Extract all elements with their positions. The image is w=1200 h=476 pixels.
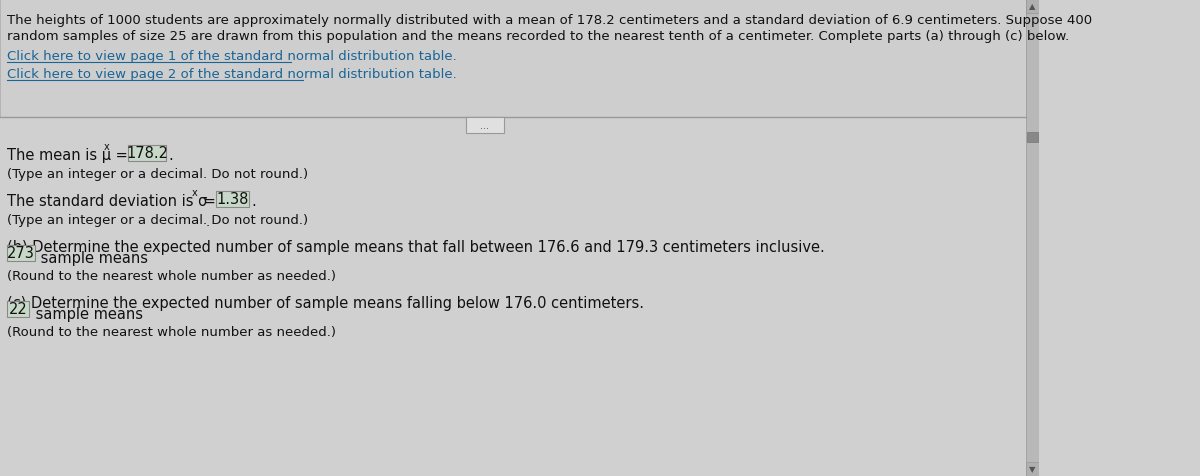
Text: ▲: ▲	[1028, 2, 1036, 11]
Text: The heights of 1000 students are approximately normally distributed with a mean : The heights of 1000 students are approxi…	[7, 14, 1092, 27]
Text: Click here to view page 1 of the standard normal distribution table.: Click here to view page 1 of the standar…	[7, 50, 457, 63]
Text: random samples of size 25 are drawn from this population and the means recorded : random samples of size 25 are drawn from…	[7, 30, 1069, 43]
Text: (Round to the nearest whole number as needed.): (Round to the nearest whole number as ne…	[7, 325, 336, 338]
Text: (Type an integer or a decimal. Do not round.): (Type an integer or a decimal. Do not ro…	[7, 214, 308, 227]
Text: ▼: ▼	[1028, 465, 1036, 474]
Text: ...: ...	[480, 121, 490, 131]
Text: (Round to the nearest whole number as needed.): (Round to the nearest whole number as ne…	[7, 269, 336, 282]
Bar	[1026, 0, 1039, 14]
Text: =: =	[199, 194, 221, 208]
Text: The mean is μ: The mean is μ	[7, 148, 112, 163]
Text: (Type an integer or a decimal. Do not round.): (Type an integer or a decimal. Do not ro…	[7, 168, 308, 180]
Text: (c) Determine the expected number of sample means falling below 176.0 centimeter: (c) Determine the expected number of sam…	[7, 296, 644, 310]
Bar	[1026, 0, 1039, 476]
Bar	[1026, 462, 1039, 476]
Bar	[128, 146, 166, 162]
Text: =: =	[110, 148, 132, 163]
Text: The standard deviation is σ: The standard deviation is σ	[7, 194, 208, 208]
Text: sample means: sample means	[36, 250, 149, 266]
Text: (b) Determine the expected number of sample means that fall between 176.6 and 17: (b) Determine the expected number of sam…	[7, 239, 824, 255]
Bar	[0, 0, 1026, 118]
Bar	[1026, 133, 1038, 143]
Text: .: .	[168, 148, 173, 163]
Text: 1.38: 1.38	[217, 192, 250, 207]
Text: Click here to view page 2 of the standard normal distribution table.: Click here to view page 2 of the standar…	[7, 68, 457, 81]
Text: sample means: sample means	[31, 307, 143, 321]
Bar	[7, 301, 30, 317]
Text: x: x	[192, 188, 198, 198]
Bar	[7, 246, 35, 261]
Text: .: .	[206, 216, 210, 228]
Text: 178.2: 178.2	[126, 146, 168, 161]
Text: 273: 273	[7, 246, 35, 261]
Text: 22: 22	[8, 302, 28, 317]
Text: x: x	[104, 142, 109, 152]
Text: .: .	[251, 194, 256, 208]
Bar	[216, 192, 250, 208]
Bar	[466, 118, 504, 134]
